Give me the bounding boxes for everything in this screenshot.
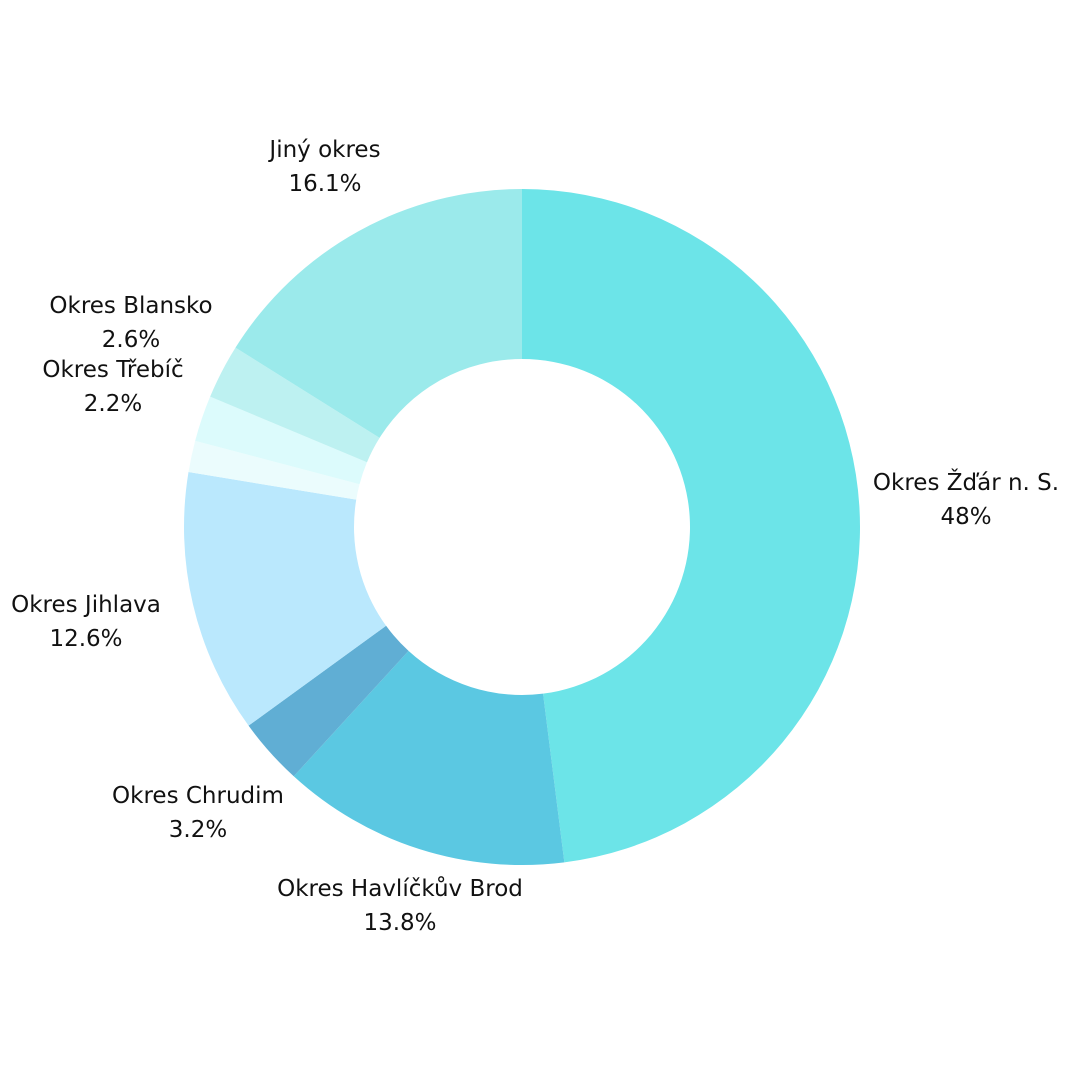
slice-value-6: 2.6% — [102, 327, 160, 353]
slice-label-6: Okres Blansko 2.6% — [49, 293, 212, 353]
slice-4 — [188, 440, 360, 500]
slice-name-1: Okres Havlíčkův Brod — [277, 875, 523, 902]
slice-value-3: 12.6% — [49, 626, 122, 652]
slice-value-7: 16.1% — [288, 171, 361, 197]
slice-2 — [248, 625, 409, 777]
slice-name-2: Okres Chrudim — [112, 783, 284, 809]
slice-labels: Okres Žďár n. S. 48% Okres Havlíčkův Brod 1… — [11, 137, 1059, 936]
slice-name-3: Okres Jihlava — [11, 592, 161, 618]
donut-slices — [184, 189, 861, 865]
slice-label-1: Okres Havlíčkův Brod 13.8% — [277, 875, 523, 936]
slice-name-7: Jiný okres — [267, 137, 380, 163]
slice-5 — [195, 396, 367, 485]
slice-label-3: Okres Jihlava 12.6% — [11, 592, 161, 652]
slice-name-6: Okres Blansko — [49, 293, 212, 319]
slice-value-0: 48% — [940, 504, 991, 530]
slice-1 — [293, 650, 565, 865]
slice-7 — [235, 189, 522, 438]
slice-6 — [210, 347, 380, 463]
slice-label-7: Jiný okres 16.1% — [267, 137, 380, 197]
slice-value-2: 3.2% — [169, 817, 227, 843]
slice-3 — [184, 472, 387, 726]
slice-label-5: Okres Třebíč 2.2% — [42, 357, 183, 417]
slice-0 — [522, 189, 861, 863]
slice-name-0: Okres Žďár n. S. — [873, 468, 1059, 496]
slice-name-5: Okres Třebíč — [42, 357, 183, 383]
slice-value-1: 13.8% — [363, 910, 436, 936]
slice-label-0: Okres Žďár n. S. 48% — [873, 468, 1059, 530]
slice-label-2: Okres Chrudim 3.2% — [112, 783, 284, 843]
slice-value-5: 2.2% — [84, 391, 142, 417]
